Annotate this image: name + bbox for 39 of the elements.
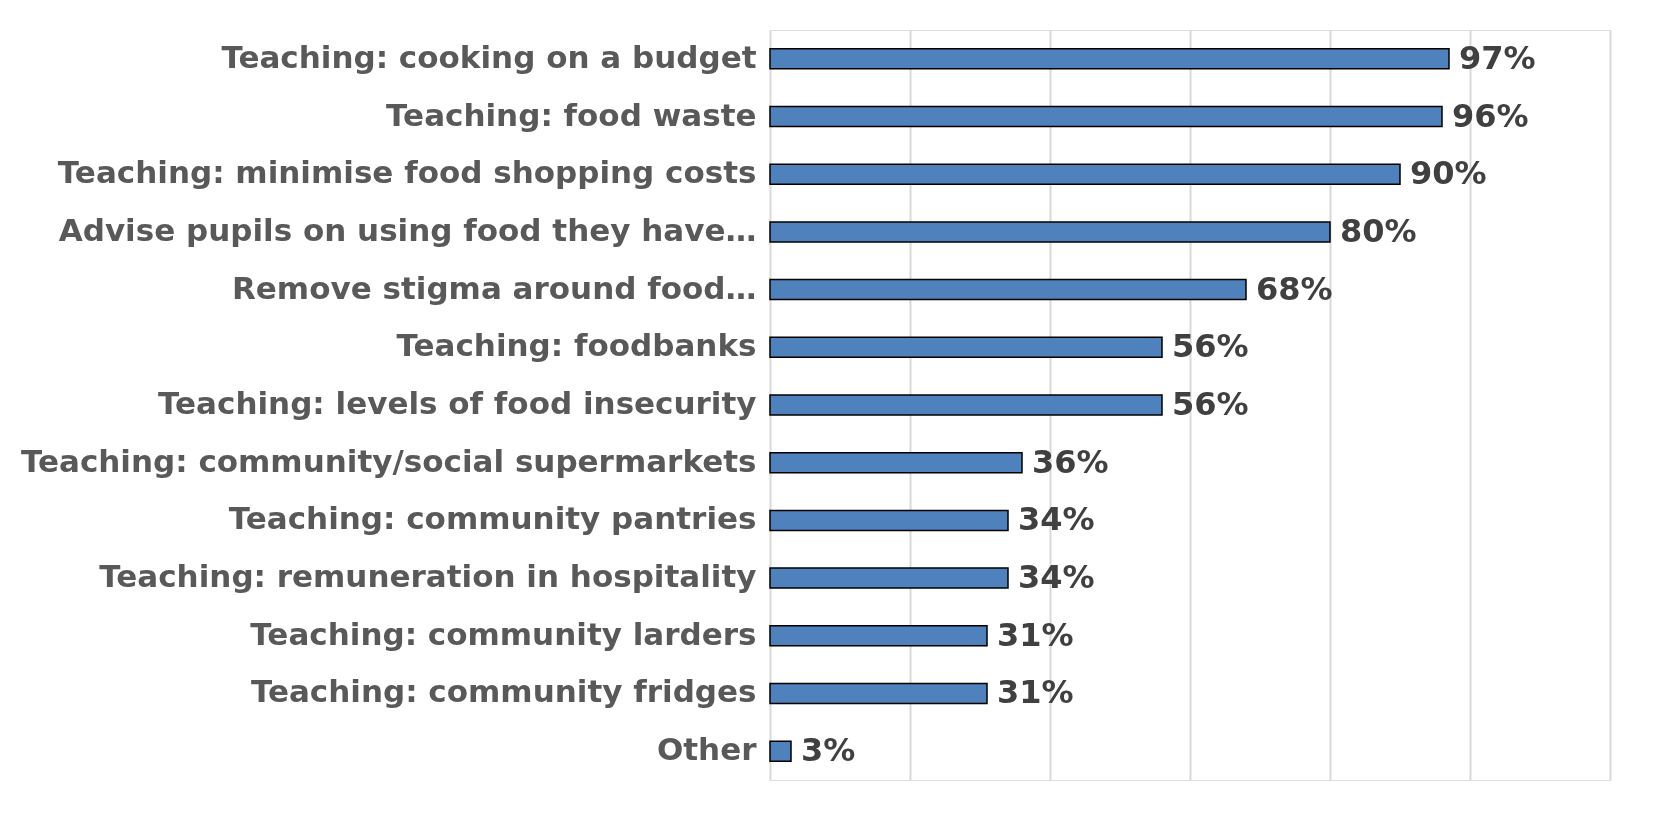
data-label: 90% [1410,154,1487,193]
y-tick-label: Teaching: levels of food insecurity [158,385,757,421]
y-tick-label: Teaching: foodbanks [396,327,757,364]
data-label: 80% [1340,211,1417,250]
bar [769,451,1023,474]
y-tick-label: Teaching: remuneration in hospitality [99,558,757,595]
bar [769,48,1450,70]
bar [769,509,1009,532]
data-label: 36% [1032,442,1109,481]
bar [769,625,988,647]
data-label: 34% [1018,500,1095,539]
data-label: 3% [801,731,856,770]
data-label: 31% [997,673,1074,712]
bar [769,163,1401,185]
y-tick-label: Teaching: minimise food shopping costs [57,154,757,191]
bar [769,740,792,762]
bar [769,105,1443,128]
bar [769,278,1247,301]
y-tick-label: Teaching: food waste [386,96,757,133]
data-label: 31% [997,615,1074,654]
data-label: 96% [1452,96,1529,135]
bar [769,336,1163,359]
y-tick-label: Remove stigma around food… [231,269,757,306]
y-tick-label: Teaching: cooking on a budget [221,38,757,75]
bar [769,394,1163,416]
y-tick-label: Teaching: community/social supermarkets [20,442,757,479]
bar [769,221,1331,243]
data-label: 34% [1018,558,1095,597]
y-tick-label: Teaching: community fridges [250,673,757,710]
y-tick-label: Teaching: community larders [250,615,757,652]
data-label: 56% [1172,327,1249,366]
data-label: 68% [1256,269,1333,308]
bar [769,567,1009,589]
data-label: 56% [1172,385,1249,423]
y-tick-label: Teaching: community pantries [228,500,757,537]
data-label: 97% [1459,38,1536,77]
y-tick-label: Other [656,731,758,768]
y-tick-label: Advise pupils on using food they have… [58,211,757,248]
bar [769,682,988,705]
